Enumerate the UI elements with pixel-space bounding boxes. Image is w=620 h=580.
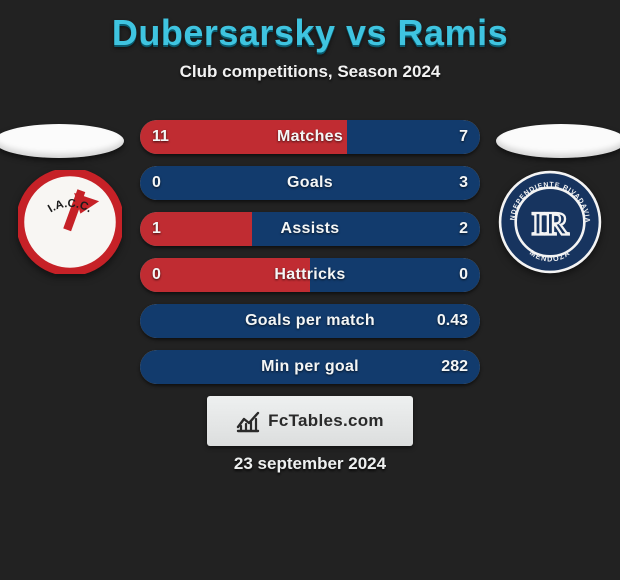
stat-label: Goals: [140, 166, 480, 200]
stat-label: Assists: [140, 212, 480, 246]
brand-bar: FcTables.com: [207, 396, 413, 446]
stat-value-left: 0: [152, 166, 161, 200]
oval-pad-right: [496, 124, 620, 158]
oval-pad-left: [0, 124, 124, 158]
stat-value-left: 1: [152, 212, 161, 246]
stat-label: Matches: [140, 120, 480, 154]
stat-value-right: 7: [459, 120, 468, 154]
left-team-badge: I.A.C.C.: [14, 170, 126, 274]
stat-label: Min per goal: [140, 350, 480, 384]
stat-row: Hattricks0 0: [140, 258, 480, 292]
stat-label: Hattricks: [140, 258, 480, 292]
stat-value-right: 0.43: [437, 304, 468, 338]
stat-value-right: 282: [441, 350, 468, 384]
stat-value-right: 0: [459, 258, 468, 292]
brand-text: FcTables.com: [268, 411, 384, 431]
stat-row: Assists1 2: [140, 212, 480, 246]
left-badge-svg: I.A.C.C.: [18, 170, 122, 274]
date-text: 23 september 2024: [0, 454, 620, 474]
stat-row: Goals per match0.43: [140, 304, 480, 338]
stat-rows-container: Matches117Goals03Assists12Hattricks00Goa…: [140, 120, 480, 396]
stat-row: Min per goal282: [140, 350, 480, 384]
right-team-badge: INDEPENDIENTE RIVADAVIA MENDOZA IR: [494, 170, 606, 274]
stat-value-left: 11: [152, 120, 169, 154]
right-badge-svg: INDEPENDIENTE RIVADAVIA MENDOZA IR: [498, 170, 602, 274]
page-title: Dubersarsky vs Ramis: [0, 12, 620, 54]
stat-value-right: 3: [459, 166, 468, 200]
stat-value-right: 2: [459, 212, 468, 246]
comparison-infographic: Dubersarsky vs Ramis Club competitions, …: [0, 0, 620, 580]
page-subtitle: Club competitions, Season 2024: [0, 62, 620, 82]
stat-value-left: 0: [152, 258, 161, 292]
stat-row: Goals0 3: [140, 166, 480, 200]
right-badge-initials: IR: [532, 205, 570, 242]
brand-chart-icon: [236, 409, 260, 433]
stat-label: Goals per match: [140, 304, 480, 338]
stat-row: Matches11 7: [140, 120, 480, 154]
